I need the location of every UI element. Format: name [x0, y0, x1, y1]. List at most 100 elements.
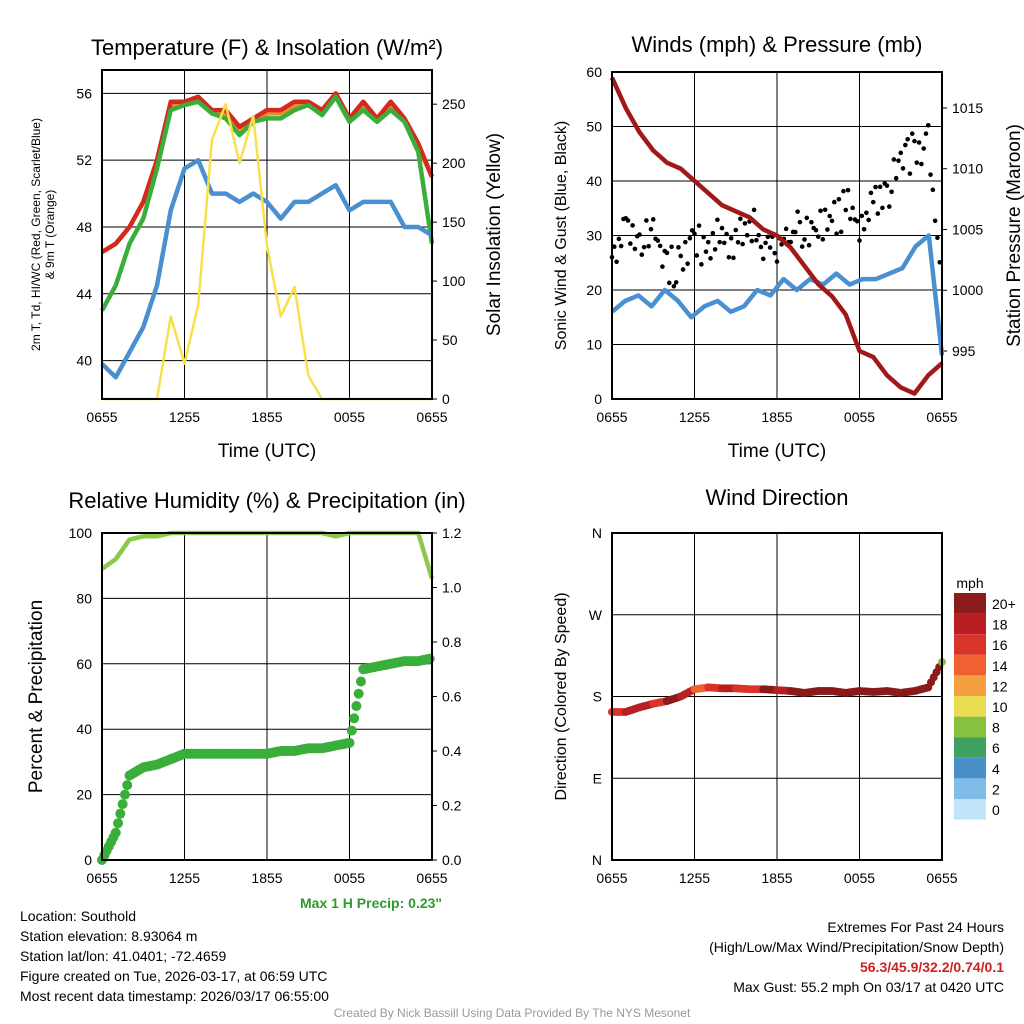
sonic-wind-line [610, 233, 945, 356]
gust-point [666, 280, 672, 286]
gust-point [825, 227, 830, 232]
precipitation-point [346, 725, 357, 736]
legend-swatch [954, 716, 986, 738]
gust-point [820, 237, 826, 242]
gust-point [809, 219, 814, 225]
y2-tick-label: 0.0 [442, 852, 462, 868]
legend-swatch [954, 634, 986, 655]
gust-point [726, 254, 732, 260]
gust-point [689, 228, 695, 233]
x-tick-label: 0655 [416, 870, 447, 886]
gust-point [744, 232, 750, 238]
panel-title: Relative Humidity (%) & Precipitation (i… [68, 488, 465, 513]
panel-2: Winds (mph) & Pressure (mb) 0655 1255 1855 0… [553, 32, 1024, 462]
x-tick-label: 1855 [251, 870, 282, 886]
legend-label: 4 [992, 761, 1000, 777]
gust-point [854, 218, 860, 224]
gust-point [683, 239, 688, 245]
gust-point [728, 236, 734, 241]
gust-point [859, 213, 865, 219]
gust-point [861, 226, 867, 232]
x-tick-label: 1255 [679, 870, 710, 886]
gust-point [877, 184, 883, 190]
legend-label: 16 [992, 637, 1008, 653]
gust-point [632, 246, 638, 252]
legend-swatch [954, 654, 986, 676]
x-tick-label: 0655 [416, 409, 447, 425]
y-tick-label: 0 [594, 391, 602, 407]
y-tick-label: 50 [586, 119, 602, 135]
gust-point [611, 244, 617, 250]
gust-point [914, 160, 920, 165]
y-tick-label: 10 [586, 337, 602, 353]
plot-frame [101, 69, 433, 400]
gust-point [756, 232, 761, 238]
extremes-title: Extremes For Past 24 Hours [827, 919, 1004, 935]
x-tick-label: 0655 [596, 870, 627, 886]
y-tick-label: N [592, 525, 602, 541]
gust-point [919, 161, 924, 167]
gust-point [712, 247, 718, 252]
y-tick-label: 60 [76, 656, 92, 672]
legend-swatch [954, 696, 986, 717]
y-tick-label: 30 [586, 228, 602, 244]
gust-point [678, 253, 684, 259]
legend-swatch [954, 799, 986, 820]
gust-point [909, 131, 915, 136]
y-tick-label: 60 [586, 64, 602, 80]
panel-title: Temperature (F) & Insolation (W/m²) [91, 35, 443, 60]
y2-tick-label: 995 [952, 343, 976, 359]
gust-point [738, 216, 743, 222]
y-tick-label: W [589, 607, 603, 623]
gust-point [614, 259, 619, 265]
gust-point [724, 231, 729, 237]
x-tick-label: 1855 [761, 409, 792, 425]
gust-point [848, 216, 853, 222]
gust-point [818, 208, 823, 214]
precipitation-point [110, 827, 121, 838]
gust-point [900, 166, 906, 171]
y-tick-label: 52 [76, 152, 92, 168]
y-tick-label: 20 [76, 787, 92, 803]
gust-point [705, 239, 711, 245]
precipitation-point [351, 701, 362, 712]
gust-point [760, 256, 766, 262]
precipitation-point [115, 808, 126, 819]
legend-title: mph [956, 575, 983, 591]
gust-point [657, 243, 663, 249]
gust-point [868, 190, 874, 196]
gust-point [850, 205, 855, 211]
gust-point [921, 146, 926, 151]
x-tick-label: 0055 [334, 870, 365, 886]
x-axis-label: Time (UTC) [218, 441, 317, 462]
precipitation-series [97, 653, 435, 865]
max-precip-annotation: Max 1 H Precip: 0.23" [300, 895, 443, 911]
gust-point [783, 226, 789, 232]
y2-tick-label: 1015 [952, 100, 983, 116]
gust-point [806, 242, 812, 248]
gust-point [774, 259, 780, 264]
gust-point [930, 187, 936, 193]
gust-point [751, 207, 757, 213]
panel-3: Relative Humidity (%) & Precipitation (i… [26, 488, 466, 886]
legend-label: 0 [992, 802, 1000, 818]
gust-point [710, 230, 716, 236]
panel-1: Temperature (F) & Insolation (W/m²) 0655 1… [29, 35, 505, 462]
gust-point [625, 218, 631, 223]
legend-label: 8 [992, 720, 1000, 736]
gust-point [719, 225, 725, 231]
gust-point [639, 252, 645, 257]
gust-point [664, 250, 670, 256]
gust-point [799, 244, 805, 249]
x-tick-label: 1255 [169, 409, 200, 425]
gust-point [843, 207, 849, 213]
gust-point [866, 217, 871, 223]
gust-point [815, 234, 821, 239]
precipitation-point [117, 799, 128, 810]
gust-point [616, 236, 622, 242]
gust-point [641, 244, 647, 250]
gust-point [928, 172, 933, 177]
gust-point [703, 249, 709, 255]
gust-point [733, 227, 739, 233]
gust-point [834, 231, 839, 236]
